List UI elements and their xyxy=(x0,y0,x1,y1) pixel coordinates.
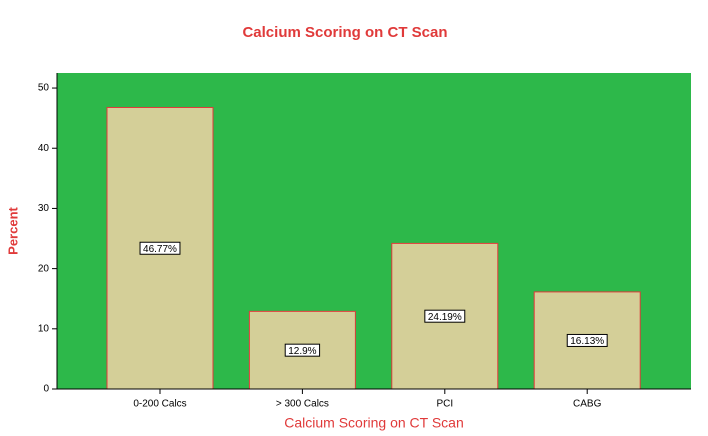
x-tick-label: PCI xyxy=(436,399,453,410)
value-label-box xyxy=(139,241,181,255)
x-tick-label: > 300 Calcs xyxy=(276,399,329,410)
y-axis-title: Percent xyxy=(5,206,20,254)
value-label: 46.77% xyxy=(143,244,177,255)
x-tick-label: CABG xyxy=(573,399,602,410)
y-tick-label: 0 xyxy=(43,384,49,395)
value-label: 16.13% xyxy=(570,336,604,347)
value-label: 24.19% xyxy=(428,312,462,323)
value-label-box xyxy=(424,309,466,323)
y-tick-label: 50 xyxy=(38,83,50,94)
value-label-box xyxy=(284,343,321,357)
chart-title: Calcium Scoring on CT Scan xyxy=(242,24,447,41)
x-axis-title: Calcium Scoring on CT Scan xyxy=(284,415,463,431)
bar xyxy=(106,106,214,390)
y-tick-label: 20 xyxy=(38,263,50,274)
y-tick-label: 10 xyxy=(38,323,50,334)
y-tick-label: 30 xyxy=(38,203,50,214)
value-label: 12.9% xyxy=(288,346,316,357)
y-tick-label: 40 xyxy=(38,143,50,154)
x-tick-label: 0-200 Calcs xyxy=(133,399,186,410)
value-label-box xyxy=(566,333,608,347)
